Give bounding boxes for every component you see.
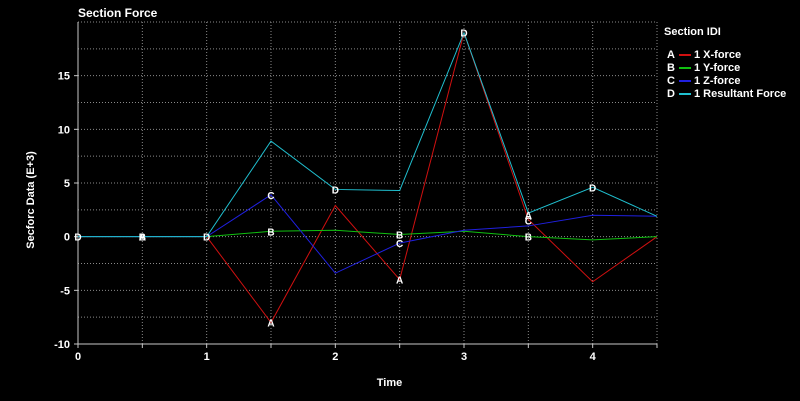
legend-label: 1 Z-force — [694, 74, 741, 87]
x-axis-label: Time — [377, 377, 402, 389]
series-line-b — [78, 229, 658, 241]
tick-labels: 0 1 2 3 4 -10 -5 0 5 10 15 — [54, 71, 658, 363]
series-line-c — [78, 194, 658, 274]
series-marker-a: A — [267, 319, 274, 330]
series-marker-d: D — [203, 233, 210, 244]
y-axis-label: Secforc Data (E+3) — [25, 151, 37, 249]
legend-letter: A — [667, 48, 675, 61]
legend-letter: B — [667, 61, 675, 74]
grid — [78, 21, 658, 344]
legend-swatch — [679, 53, 691, 56]
legend-label: 1 X-force — [694, 48, 742, 61]
x-tick-label: 0 — [75, 351, 81, 363]
legend-item-d: D 1 Resultant Force — [664, 87, 786, 100]
series-marker-d: D — [332, 185, 339, 196]
x-tick-label: 3 — [461, 351, 467, 363]
series-marker-c: C — [525, 217, 532, 228]
series-line-a — [78, 31, 658, 324]
chart-title: Section Force — [78, 6, 158, 20]
y-tick-label: 10 — [58, 124, 70, 136]
series-marker-a: A — [525, 211, 532, 222]
series-line-d — [78, 31, 658, 238]
x-tick-label: 1 — [204, 351, 210, 363]
series-marker-c: C — [396, 239, 403, 250]
y-tick-label: -10 — [54, 339, 70, 351]
legend-item-a: A 1 X-force — [664, 48, 786, 61]
x-tick-label: 2 — [332, 351, 338, 363]
legend-label: 1 Resultant Force — [694, 87, 787, 100]
legend-swatch — [679, 92, 691, 95]
x-tick-label: 4 — [590, 351, 597, 363]
legend-letter: D — [667, 87, 675, 100]
series-marker-a: A — [396, 276, 403, 287]
series-lines — [78, 31, 658, 324]
y-tick-label: -5 — [60, 285, 70, 297]
legend: Section IDI A 1 X-force B 1 Y-force C 1 Z-for… — [664, 26, 786, 100]
series-marker-d: D — [460, 29, 467, 40]
legend-title: Section IDI — [664, 26, 721, 38]
legend-letter: C — [667, 74, 675, 87]
legend-swatch — [679, 79, 691, 82]
legend-items: A 1 X-force B 1 Y-force C 1 Z-force D 1 Resulta… — [664, 48, 786, 100]
y-tick-label: 15 — [58, 71, 70, 83]
series-marker-b: B — [139, 233, 146, 244]
series-marker-b: B — [525, 233, 532, 244]
series-marker-b: B — [267, 227, 274, 238]
legend-item-b: B 1 Y-force — [664, 61, 786, 74]
y-tick-label: 5 — [64, 178, 70, 190]
series-marker-b: B — [396, 231, 403, 242]
legend-label: 1 Y-force — [694, 61, 741, 74]
series-marker-a: A — [139, 233, 146, 244]
legend-item-c: C 1 Z-force — [664, 74, 786, 87]
series-marker-d: D — [589, 183, 596, 194]
y-tick-label: 0 — [64, 232, 70, 244]
series-marker-c: C — [267, 191, 274, 202]
series-marker-d: D — [74, 233, 81, 244]
legend-swatch — [679, 66, 691, 69]
